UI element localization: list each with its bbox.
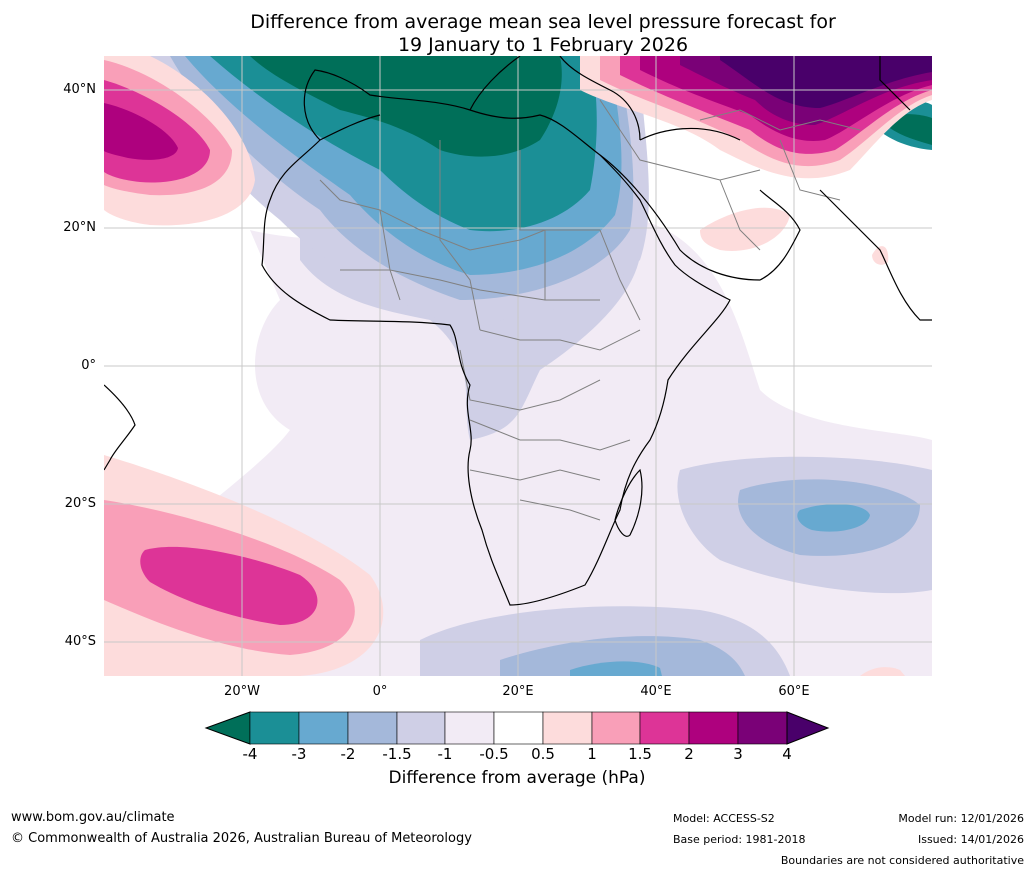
colorbar-tick: -1.5 bbox=[382, 745, 412, 763]
colorbar-tick: -0.5 bbox=[479, 745, 509, 763]
anomaly-region-below-minus4-north bbox=[250, 56, 562, 157]
map-title-line1: Difference from average mean sea level p… bbox=[250, 11, 836, 33]
anomaly-region-plus0-5-southeast bbox=[860, 667, 905, 676]
anomaly-region-plus1-5-south-atlantic bbox=[140, 546, 318, 625]
country-borders bbox=[319, 99, 861, 521]
colorbar-bin-1.5_2 bbox=[639, 711, 690, 745]
footer-base-period: Base period: 1981-2018 bbox=[673, 833, 806, 846]
colorbar-tick: 2 bbox=[684, 745, 694, 763]
colorbar bbox=[204, 711, 830, 745]
colorbar-tick: -2 bbox=[340, 745, 356, 763]
colorbar-bin--3_-2 bbox=[298, 711, 349, 745]
colorbar-bin-2_3 bbox=[688, 711, 739, 745]
footer-disclaimer: Boundaries are not considered authoritat… bbox=[780, 854, 1024, 867]
map-title-line2: 19 January to 1 February 2026 bbox=[397, 34, 689, 56]
colorbar-tick: -4 bbox=[242, 745, 258, 763]
anomaly-region-plus2-north-atlantic bbox=[104, 103, 178, 160]
lat-label-0: 0° bbox=[81, 358, 96, 373]
colorbar-tick: 1.5 bbox=[628, 745, 652, 763]
footer-model-run: Model run: 12/01/2026 bbox=[898, 812, 1024, 825]
colorbar-tick: 0.5 bbox=[531, 745, 555, 763]
lat-label-40s: 40°S bbox=[64, 634, 96, 649]
lon-label-0: 0° bbox=[372, 684, 388, 699]
anomaly-region-plus4-northeast bbox=[720, 56, 932, 108]
footer-issued: Issued: 14/01/2026 bbox=[917, 833, 1024, 846]
colorbar-tick: 3 bbox=[733, 745, 743, 763]
colorbar-bin--2_-1.5 bbox=[347, 711, 398, 745]
colorbar-label: Difference from average (hPa) bbox=[388, 768, 646, 788]
lon-label-60e: 60°E bbox=[778, 684, 810, 699]
anomaly-region-plus0-5-arabia bbox=[700, 207, 790, 251]
colorbar-tick: 4 bbox=[782, 745, 792, 763]
colorbar-tick: -1 bbox=[437, 745, 453, 763]
anomaly-region-minus3-east bbox=[797, 503, 870, 532]
colorbar-bin-3_4 bbox=[737, 711, 788, 745]
colorbar-extend-low bbox=[204, 711, 251, 745]
coastlines bbox=[104, 56, 932, 606]
lon-label-40e: 40°E bbox=[640, 684, 672, 699]
colorbar-bin-1_1.5 bbox=[591, 711, 641, 745]
lat-label-20n: 20°N bbox=[63, 220, 96, 235]
colorbar-bin--4_-3 bbox=[249, 711, 300, 745]
graticule bbox=[104, 56, 932, 676]
map-area bbox=[104, 56, 932, 676]
lat-label-20s: 20°S bbox=[64, 496, 96, 511]
colorbar-bin--1_-0.5 bbox=[444, 711, 495, 745]
footer-model: Model: ACCESS-S2 bbox=[673, 812, 775, 825]
lat-label-40n: 40°N bbox=[63, 82, 96, 97]
footer-copyright: © Commonwealth of Australia 2026, Austra… bbox=[11, 831, 472, 846]
lon-label-20w: 20°W bbox=[224, 684, 260, 699]
footer-url[interactable]: www.bom.gov.au/climate bbox=[11, 810, 175, 825]
colorbar-tick: -3 bbox=[291, 745, 307, 763]
anomaly-region-minus2-south bbox=[500, 636, 745, 676]
lon-label-20e: 20°E bbox=[502, 684, 534, 699]
colorbar-bin--1.5_-1 bbox=[396, 711, 446, 745]
colorbar-tick: 1 bbox=[587, 745, 597, 763]
colorbar-bin--0.5_0.5 bbox=[493, 711, 544, 745]
anomaly-region-minus3-south bbox=[570, 661, 662, 676]
colorbar-extend-high bbox=[786, 711, 830, 745]
colorbar-bin-0.5_1 bbox=[542, 711, 593, 745]
